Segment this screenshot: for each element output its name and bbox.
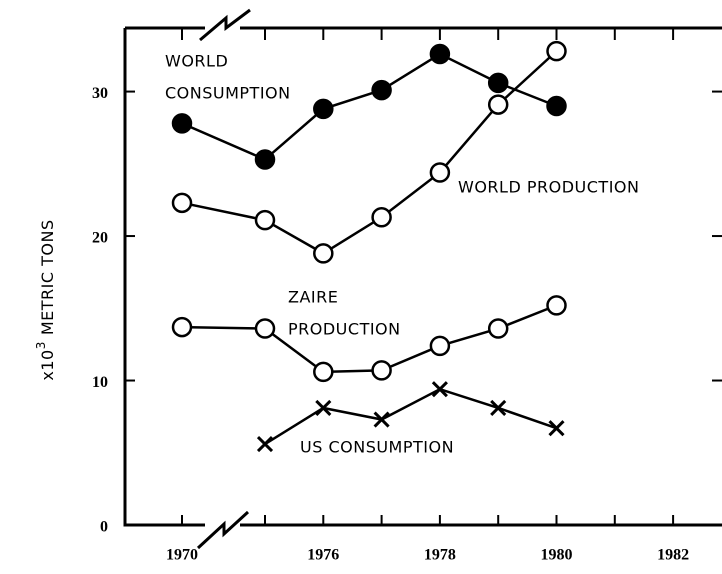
marker — [490, 399, 507, 417]
y-axis-label: x103METRIC TONS — [34, 219, 57, 380]
marker — [431, 381, 448, 398]
marker — [313, 98, 334, 120]
series-label: CONSUMPTION — [165, 84, 291, 103]
x-tick-label: 1980 — [541, 547, 573, 564]
x-tick-label: 1976 — [307, 547, 339, 564]
series-label: WORLD — [165, 52, 228, 71]
marker — [373, 411, 390, 428]
marker — [313, 361, 334, 383]
series-line — [181, 304, 557, 374]
y-tick-label: 10 — [92, 374, 108, 391]
marker — [171, 113, 193, 134]
marker — [254, 149, 276, 170]
x-tick-label: 1982 — [657, 547, 689, 564]
x-tick-label: 1978 — [424, 547, 456, 564]
marker — [371, 79, 392, 101]
marker — [546, 95, 567, 117]
marker — [256, 436, 274, 453]
marker — [487, 94, 509, 115]
y-tick-label: 30 — [92, 85, 108, 102]
axis-frame — [123, 26, 722, 527]
marker — [171, 316, 193, 338]
axis-break — [196, 510, 250, 550]
x-tick-label: 1970 — [166, 547, 198, 564]
series-label: PRODUCTION — [288, 320, 401, 339]
marker — [371, 360, 392, 381]
marker — [254, 318, 276, 339]
axis-break — [199, 8, 251, 42]
marker — [546, 40, 567, 62]
marker — [546, 295, 567, 316]
marker — [254, 209, 276, 231]
marker — [371, 207, 392, 228]
marker — [313, 243, 334, 264]
marker — [315, 399, 332, 417]
series-line — [264, 387, 557, 446]
series-label: US CONSUMPTION — [300, 438, 454, 457]
marker — [548, 420, 565, 437]
y-tick-label: 0 — [100, 519, 108, 536]
marker — [171, 192, 193, 214]
y-tick-label: 20 — [92, 230, 108, 247]
marker — [487, 72, 509, 94]
marker — [429, 43, 451, 65]
marker — [487, 318, 509, 339]
series-label: WORLD PRODUCTION — [458, 178, 639, 197]
marker — [429, 335, 451, 357]
marker — [429, 162, 451, 183]
series-label: ZAIRE — [288, 288, 338, 307]
